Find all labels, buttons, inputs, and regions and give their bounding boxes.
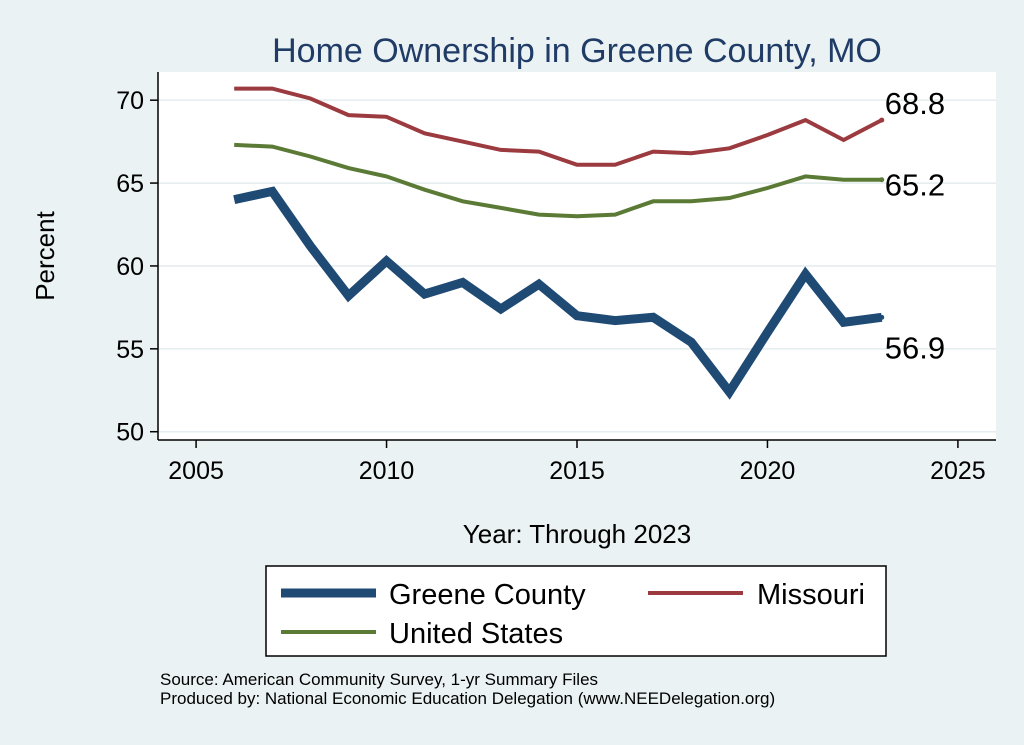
legend-box (265, 565, 887, 657)
legend-label-us: United States (389, 618, 563, 650)
data-point-missouri-2023 (879, 117, 885, 123)
data-point-us-2023 (879, 177, 885, 183)
series-line-us (234, 142, 882, 219)
series-line-missouri (234, 86, 883, 167)
source-notes: Source: American Community Survey, 1-yr … (160, 670, 775, 708)
legend-label-missouri: Missouri (757, 579, 865, 611)
series-lines (233, 86, 885, 400)
y-tick-label-65: 65 (116, 170, 144, 198)
y-tick-label-60: 60 (116, 253, 144, 281)
y-tick-label-70: 70 (116, 87, 144, 115)
legend: Greene County Missouri United States (265, 565, 887, 657)
x-tick-label-2025: 2025 (930, 457, 986, 485)
gridlines (158, 99, 996, 433)
data-point-greene-2023 (879, 314, 885, 320)
y-tick-label-50: 50 (116, 419, 144, 447)
x-tick-label-2010: 2010 (359, 457, 415, 485)
x-axis-ticks: 2005 2010 2015 2020 2025 (168, 440, 986, 485)
x-tick-label-2005: 2005 (168, 457, 224, 485)
end-label-missouri: 68.8 (885, 86, 945, 121)
x-tick-label-2015: 2015 (549, 457, 605, 485)
chart-title: Home Ownership in Greene County, MO (272, 32, 882, 70)
produced-by-line: Produced by: National Economic Education… (160, 689, 776, 708)
series-line-greene (233, 186, 883, 400)
y-tick-label-55: 55 (116, 336, 144, 364)
end-labels: 56.9 68.8 65.2 (885, 86, 945, 365)
legend-label-greene: Greene County (389, 579, 586, 611)
x-axis-label: Year: Through 2023 (463, 519, 691, 549)
y-axis-label: Percent (30, 210, 60, 300)
source-line: Source: American Community Survey, 1-yr … (160, 670, 599, 689)
end-label-us: 65.2 (885, 168, 945, 203)
end-label-greene: 56.9 (885, 330, 945, 365)
x-tick-label-2020: 2020 (740, 457, 796, 485)
y-axis-ticks: 50 55 60 65 70 (116, 87, 158, 447)
